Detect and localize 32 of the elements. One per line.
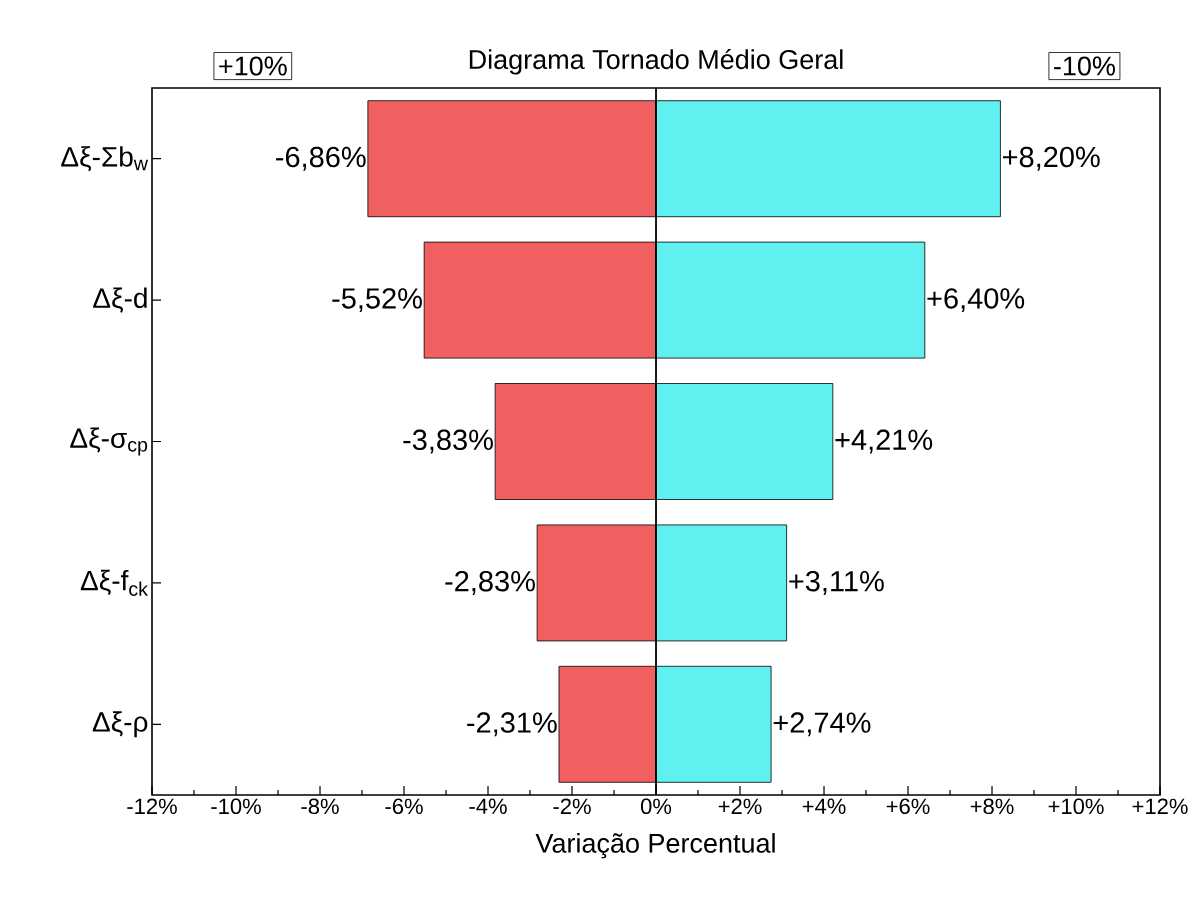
x-tick-label: -10% xyxy=(211,798,261,815)
x-axis-title: Variação Percentual xyxy=(535,832,775,859)
chart-title: Diagrama Tornado Médio Geral xyxy=(469,48,843,75)
x-tick-label: -12% xyxy=(127,798,177,815)
y-tick-label: Δξ-f$_{ck}$ xyxy=(80,569,148,596)
data-label: +2,74% xyxy=(773,712,871,737)
x-tick-label: 0% xyxy=(640,798,672,815)
x-tick-label: -2% xyxy=(553,798,591,815)
y-tick-label: Δξ-Σb$_{w}$ xyxy=(61,146,149,172)
data-label: -6,86% xyxy=(276,146,366,171)
data-label: -2,83% xyxy=(445,570,535,595)
x-tick-label: -6% xyxy=(385,798,423,815)
data-label: -3,83% xyxy=(403,429,493,454)
data-label: +4,21% xyxy=(835,429,933,454)
data-label: +3,11% xyxy=(789,570,884,595)
x-tick-label: +12% xyxy=(1132,798,1188,815)
text: +10% xyxy=(219,56,287,76)
x-tick-label: +8% xyxy=(970,798,1014,815)
data-label: -2,31% xyxy=(467,712,557,737)
y-tick-label: Δξ-d xyxy=(93,287,147,313)
x-tick-label: -4% xyxy=(469,798,507,814)
x-tick-label: +10% xyxy=(1048,798,1104,815)
x-tick-label: +4% xyxy=(802,798,846,814)
y-tick-label: Δξ-ρ xyxy=(92,711,148,738)
text: -10% xyxy=(1054,56,1115,76)
x-tick-label: +6% xyxy=(886,798,930,815)
data-label: +8,20% xyxy=(1003,146,1100,171)
x-tick-label: -8% xyxy=(301,798,339,815)
y-tick-label: Δξ-σ$_{cp}$ xyxy=(70,427,148,456)
data-label: -5,52% xyxy=(332,288,422,313)
data-label: +6,40% xyxy=(927,288,1025,313)
x-tick-label: +2% xyxy=(718,798,762,815)
